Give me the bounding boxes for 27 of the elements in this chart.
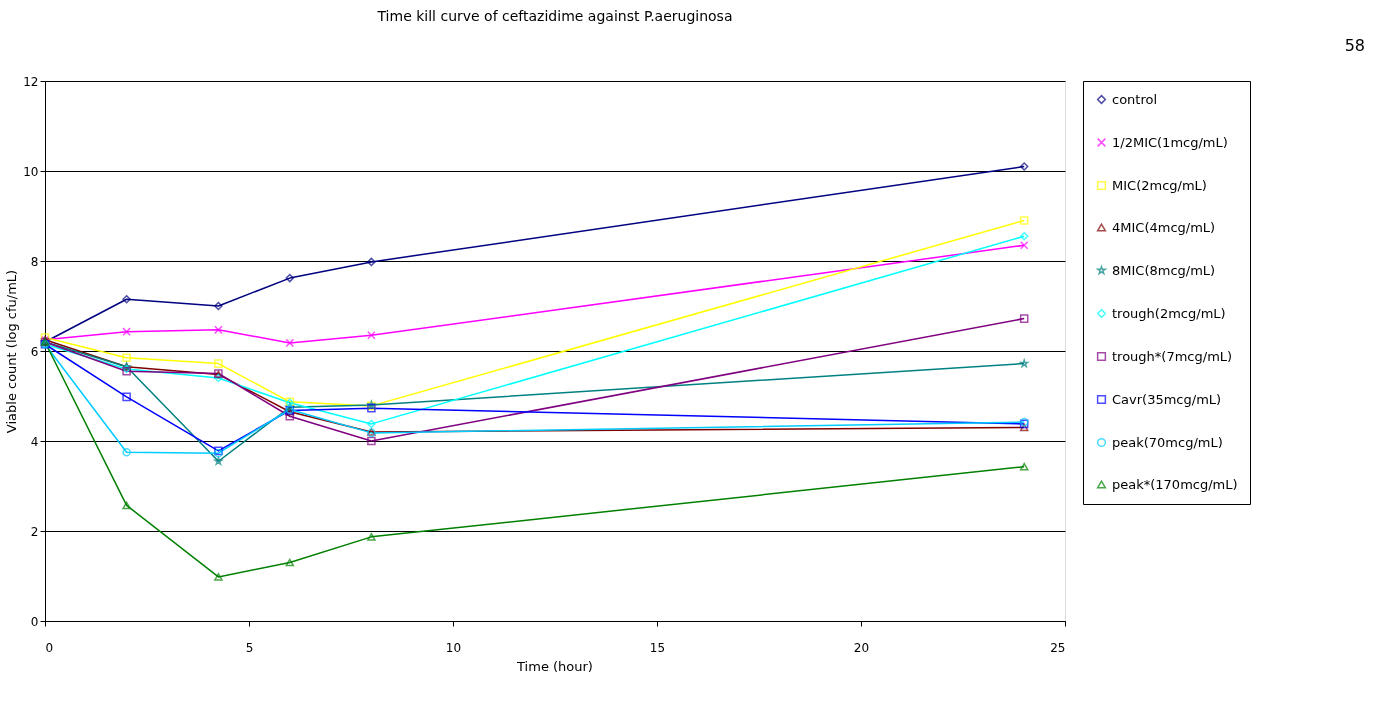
y-tick-label: 4 bbox=[30, 434, 39, 449]
chart-title: Time kill curve of ceftazidime against P.aeruginosa bbox=[376, 8, 733, 24]
legend-label: MIC(2mcg/mL) bbox=[1112, 177, 1207, 193]
legend-label: 4MIC(4mcg/mL) bbox=[1112, 219, 1216, 235]
x-tick-label: 5 bbox=[245, 640, 254, 655]
legend-label: 8MIC(8mcg/mL) bbox=[1112, 262, 1216, 278]
legend-label: 1/2MIC(1mcg/mL) bbox=[1112, 134, 1228, 150]
text: 58 bbox=[1344, 36, 1365, 55]
y-tick-label: 8 bbox=[30, 254, 39, 269]
y-tick-label: 0 bbox=[30, 614, 39, 629]
x-tick-label: 0 bbox=[45, 640, 54, 655]
x-tick-label: 20 bbox=[853, 640, 870, 655]
x-axis-title: Time (hour) bbox=[516, 659, 593, 674]
y-tick-label: 10 bbox=[23, 164, 39, 179]
x-tick-label: 10 bbox=[445, 640, 462, 655]
y-tick-label: 2 bbox=[30, 524, 39, 539]
legend-label: trough*(7mcg/mL) bbox=[1112, 348, 1233, 364]
x-tick-label: 15 bbox=[649, 640, 666, 655]
legend-label: control bbox=[1112, 91, 1158, 107]
legend-label: peak*(170mcg/mL) bbox=[1112, 476, 1238, 492]
y-tick-label: 6 bbox=[30, 344, 39, 359]
legend-label: Cavr(35mcg/mL) bbox=[1112, 391, 1222, 407]
y-tick-label: 12 bbox=[23, 74, 39, 89]
y-axis-title: Viable count (log cfu/mL) bbox=[4, 269, 20, 434]
legend-label: peak(70mcg/mL) bbox=[1112, 434, 1223, 450]
legend-label: trough(2mcg/mL) bbox=[1112, 305, 1226, 321]
x-tick-label: 25 bbox=[1050, 640, 1066, 655]
